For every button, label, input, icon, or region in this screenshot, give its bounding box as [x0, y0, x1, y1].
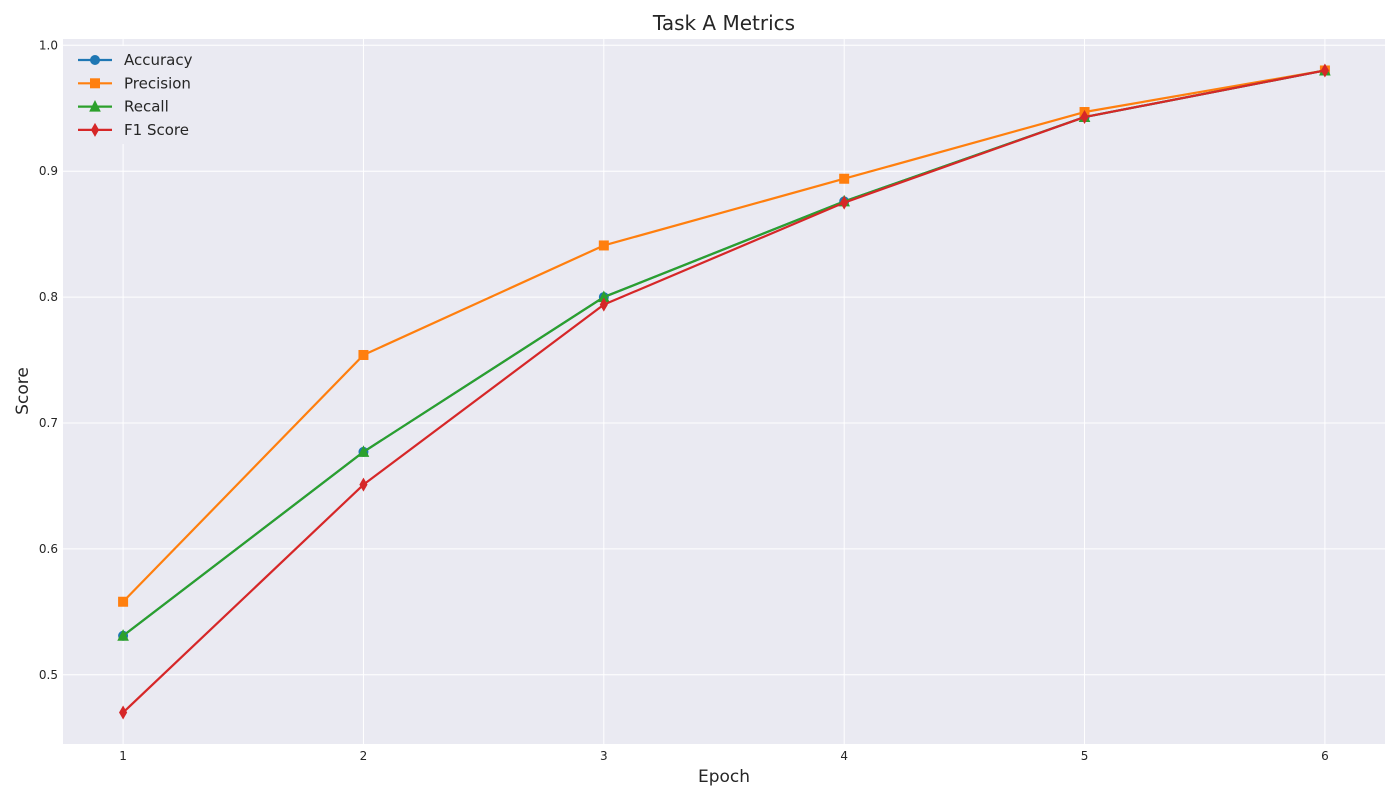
legend-marker	[89, 99, 101, 112]
legend-item-recall: Recall	[78, 98, 169, 116]
series-group	[117, 63, 1331, 720]
y-axis-label: Score	[13, 367, 33, 415]
y-tick-label: 0.7	[39, 416, 58, 430]
x-tick-label: 5	[1081, 749, 1089, 763]
tick-labels: 1 2 3 4 5 6 0.5 0.6 0.7 0.8 0.9 1.0	[39, 38, 1329, 763]
legend-marker	[90, 78, 100, 89]
series-line-f1-score	[122, 69, 1326, 714]
y-tick-label: 0.6	[39, 542, 58, 556]
legend-label: Recall	[124, 98, 169, 116]
data-point-f1-score	[1320, 63, 1329, 78]
series-f1-score	[119, 63, 1329, 720]
x-tick-label: 4	[840, 749, 848, 763]
chart-title: Task A Metrics	[652, 11, 795, 35]
legend-label: F1 Score	[124, 121, 189, 139]
y-tick-label: 0.8	[39, 290, 58, 304]
data-point-f1-score	[840, 195, 849, 210]
data-point-f1-score	[359, 477, 368, 492]
legend-item-f1-score: F1 Score	[78, 121, 189, 139]
data-point-f1-score	[1080, 110, 1089, 125]
data-point-f1-score	[119, 705, 128, 720]
grid	[63, 39, 1385, 744]
data-point-precision	[358, 349, 369, 360]
data-point-f1-score	[599, 297, 608, 312]
legend-marker	[90, 55, 100, 65]
x-tick-label: 6	[1321, 749, 1329, 763]
data-point-precision	[598, 240, 609, 251]
y-tick-label: 0.5	[39, 668, 58, 682]
y-tick-label: 0.9	[39, 164, 58, 178]
legend-item-accuracy: Accuracy	[78, 51, 193, 69]
legend-label: Precision	[124, 74, 191, 92]
data-point-recall	[357, 445, 370, 457]
legend: Accuracy Precision Recall F1 Score	[70, 46, 205, 144]
y-tick-label: 1.0	[39, 38, 58, 52]
x-tick-label: 2	[360, 749, 368, 763]
data-point-precision	[839, 173, 850, 184]
data-point-recall	[117, 629, 129, 641]
legend-label: Accuracy	[124, 51, 193, 69]
series-line-precision	[122, 69, 1326, 603]
x-tick-label: 3	[600, 749, 608, 763]
data-point-precision	[118, 596, 129, 607]
legend-marker	[90, 122, 100, 137]
x-axis-label: Epoch	[698, 767, 750, 787]
plot-area	[63, 39, 1385, 744]
legend-item-precision: Precision	[78, 74, 191, 92]
x-tick-label: 1	[119, 749, 127, 763]
